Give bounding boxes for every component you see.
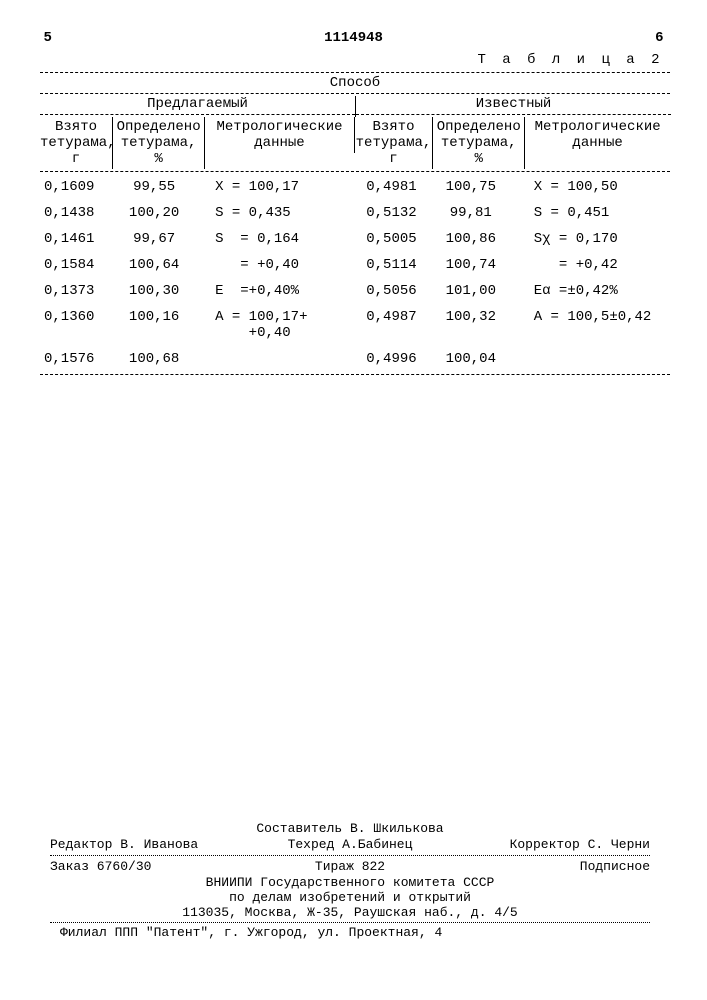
table-cell: 0,1373	[40, 283, 111, 299]
table-cell: A = 100,17+ +0,40	[197, 309, 355, 341]
table-row: 0,1373100,30E =+0,40%0,5056101,00Eα =±0,…	[40, 278, 670, 304]
page-num-right: 6	[655, 30, 663, 46]
order-row: Заказ 6760/30 Тираж 822 Подписное	[50, 858, 650, 875]
table-label: Т а б л и ц а 2	[44, 52, 664, 68]
table-cell: Eα =±0,42%	[514, 283, 670, 299]
footer-block: Составитель В. Шкилькова Редактор В. Ива…	[50, 821, 650, 940]
editor: Редактор В. Иванова	[50, 837, 250, 852]
col-header: Взято тетурама, г	[355, 117, 433, 169]
table-cell: 0,5132	[355, 205, 428, 221]
table-cell: 100,86	[428, 231, 514, 247]
column-headers: Взято тетурама, г Определено тетурама, %…	[40, 117, 670, 169]
table-cell: 101,00	[428, 283, 514, 299]
divider	[40, 374, 670, 375]
patent-number: 1114948	[324, 30, 383, 46]
table-cell: 0,1576	[40, 351, 111, 367]
col-header: Метрологические данные	[205, 117, 355, 153]
compiler-line: Составитель В. Шкилькова	[50, 821, 650, 836]
col-header: Определено тетурама, %	[113, 117, 205, 169]
table-cell: 0,5114	[355, 257, 428, 273]
group-header-right: Известный	[356, 96, 671, 112]
table-row: 0,146199,67S = 0,1640,5005100,86Sχ = 0,1…	[40, 226, 670, 252]
table-cell: X = 100,50	[514, 179, 670, 195]
divider	[40, 114, 355, 115]
table-cell: 0,4987	[355, 309, 428, 325]
table-cell: 0,5005	[355, 231, 428, 247]
table-cell: 99,55	[111, 179, 197, 195]
table-cell: 99,67	[111, 231, 197, 247]
table-row: 0,1360100,16A = 100,17+ +0,400,4987100,3…	[40, 304, 670, 346]
table-cell: 100,68	[111, 351, 197, 367]
table-cell: 99,81	[428, 205, 514, 221]
divider	[40, 72, 670, 73]
branch-line: Филиал ППП "Патент", г. Ужгород, ул. Про…	[50, 925, 650, 940]
table-cell: = +0,42	[514, 257, 670, 273]
order-no: Заказ 6760/30	[50, 859, 250, 874]
table-cell: 0,1461	[40, 231, 111, 247]
page-num-left: 5	[44, 30, 52, 46]
col-header: Взято тетурама, г	[40, 117, 113, 169]
page-header: 5 1114948 6	[44, 30, 664, 46]
col-header: Определено тетурама, %	[433, 117, 525, 169]
table-cell: 100,20	[111, 205, 197, 221]
table-cell: 0,1584	[40, 257, 111, 273]
table-cell: 0,4981	[355, 179, 428, 195]
table-cell: 0,1360	[40, 309, 111, 325]
table-cell: = +0,40	[197, 257, 355, 273]
data-table: Способ Предлагаемый Известный Взято тету…	[40, 75, 670, 375]
table-cell: 0,1609	[40, 179, 111, 195]
table-cell: 0,1438	[40, 205, 111, 221]
table-cell: S = 0,451	[514, 205, 670, 221]
table-cell: 0,4996	[355, 351, 428, 367]
table-cell: 100,75	[428, 179, 514, 195]
table-cell: 100,74	[428, 257, 514, 273]
credits-row: Редактор В. Иванова Техред А.Бабинец Кор…	[50, 836, 650, 853]
table-header-top: Способ	[40, 75, 670, 91]
org-line-2: по делам изобретений и открытий	[50, 890, 650, 905]
divider	[50, 855, 650, 856]
address-line: 113035, Москва, Ж-35, Раушская наб., д. …	[50, 905, 650, 920]
table-cell: Sχ = 0,170	[514, 231, 670, 247]
divider	[40, 171, 670, 172]
divider	[50, 922, 650, 923]
divider	[40, 93, 670, 94]
org-line-1: ВНИИПИ Государственного комитета СССР	[50, 875, 650, 890]
tirage: Тираж 822	[250, 859, 450, 874]
table-cell: 100,16	[111, 309, 197, 325]
table-cell: 0,5056	[355, 283, 428, 299]
divider	[356, 114, 671, 115]
col-header: Метрологические данные	[525, 117, 670, 153]
subscription: Подписное	[450, 859, 650, 874]
techred: Техред А.Бабинец	[250, 837, 450, 852]
corrector: Корректор С. Черни	[450, 837, 650, 852]
table-row: 0,1438100,20S = 0,4350,513299,81S = 0,45…	[40, 200, 670, 226]
group-header-left: Предлагаемый	[40, 96, 355, 112]
table-cell: S = 0,164	[197, 231, 355, 247]
table-cell: 100,64	[111, 257, 197, 273]
table-cell: 100,30	[111, 283, 197, 299]
table-cell: S = 0,435	[197, 205, 355, 221]
table-cell: X = 100,17	[197, 179, 355, 195]
table-cell: E =+0,40%	[197, 283, 355, 299]
table-row: 0,1584100,64 = +0,400,5114100,74 = +0,42	[40, 252, 670, 278]
table-row: 0,1576100,68 0,4996100,04	[40, 346, 670, 372]
table-cell: 100,32	[428, 309, 514, 325]
table-row: 0,160999,55X = 100,170,4981100,75X = 100…	[40, 174, 670, 200]
table-cell: A = 100,5±0,42	[514, 309, 670, 325]
table-cell: 100,04	[428, 351, 514, 367]
